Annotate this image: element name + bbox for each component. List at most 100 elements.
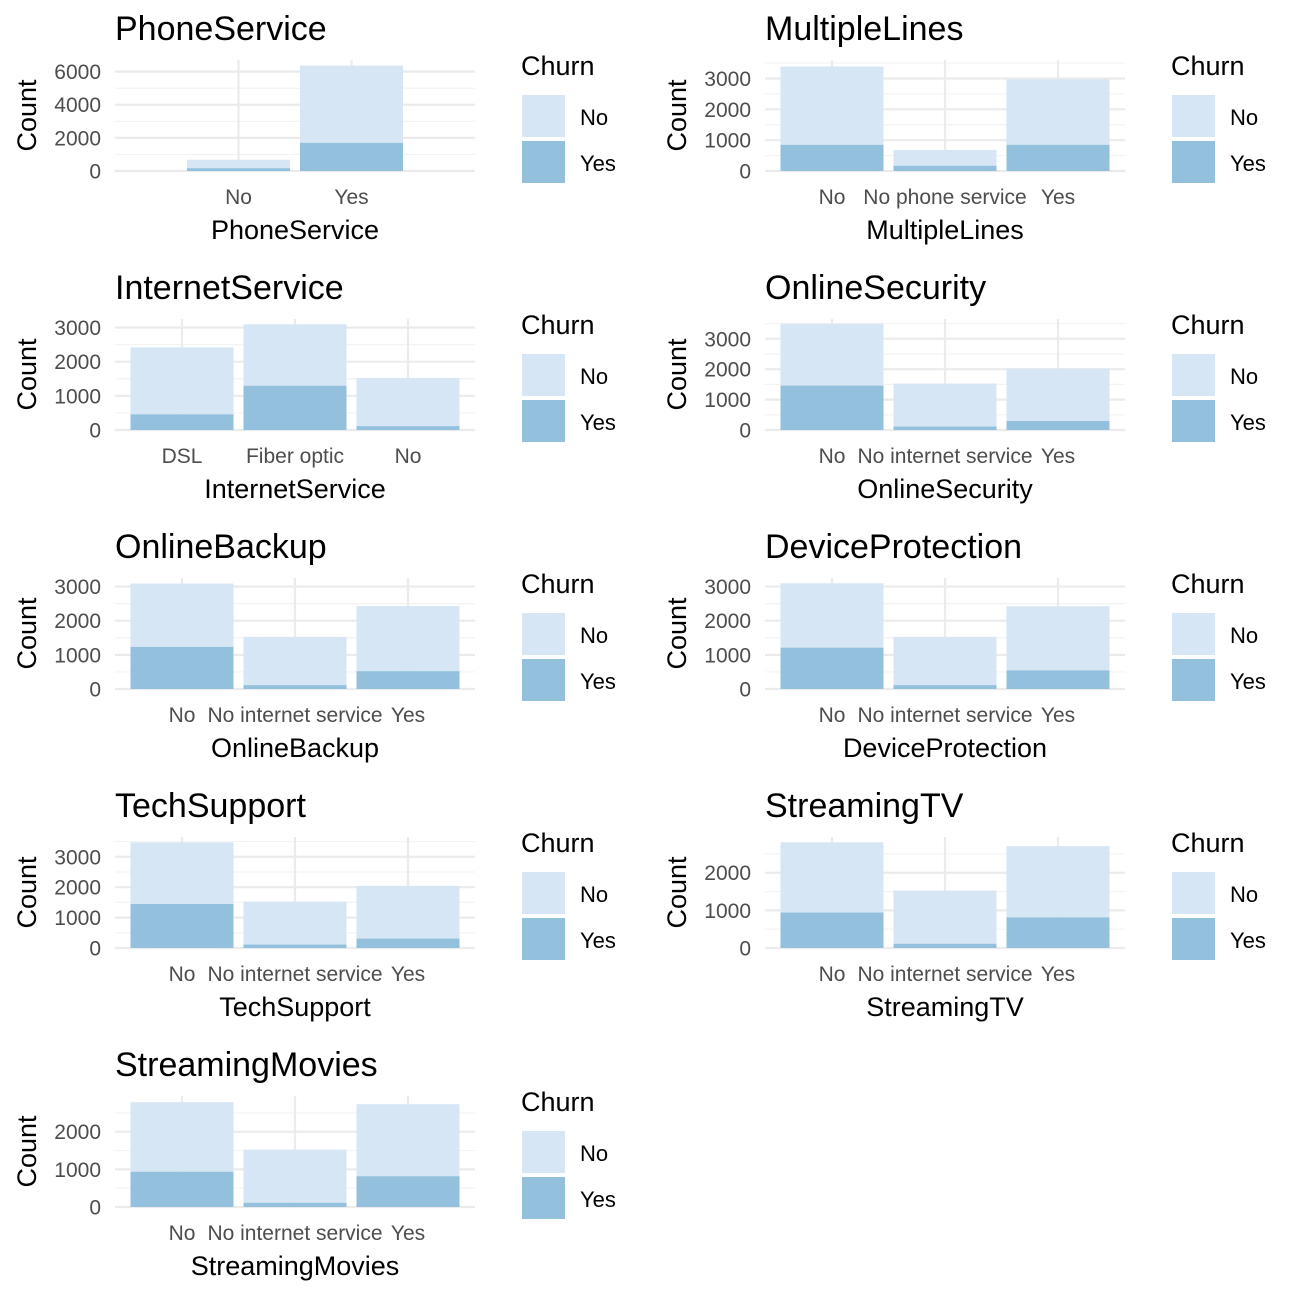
bar-churn-no xyxy=(187,159,290,169)
x-tick-label: No xyxy=(819,186,846,209)
y-tick-label: 1000 xyxy=(54,1159,101,1182)
y-tick-label: 2000 xyxy=(704,862,751,885)
legend: Churn No Yes xyxy=(521,1087,616,1219)
bar-churn-yes xyxy=(356,938,460,948)
x-tick-label: No phone service xyxy=(863,186,1026,209)
legend-swatch-no xyxy=(1172,354,1215,396)
y-axis-title: Count xyxy=(12,1115,42,1188)
bar-churn-no xyxy=(1006,79,1110,145)
y-tick-label: 0 xyxy=(739,161,751,184)
x-axis-title: PhoneService xyxy=(211,215,379,245)
panel-techsupport: 0 1000 2000 3000 No No internet service Yes Tec… xyxy=(12,787,616,1022)
x-tick-label: No internet service xyxy=(857,963,1032,986)
x-axis-title: StreamingMovies xyxy=(191,1251,400,1281)
x-tick-label: No internet service xyxy=(207,1222,382,1245)
legend-title: Churn xyxy=(1171,569,1245,599)
bar-churn-no xyxy=(130,583,234,647)
legend-label-yes: Yes xyxy=(1230,151,1266,176)
legend-label-yes: Yes xyxy=(580,1187,616,1212)
y-tick-label: 3000 xyxy=(54,576,101,599)
bar-churn-no xyxy=(1006,368,1110,422)
y-tick-label: 2000 xyxy=(54,877,101,900)
bar-churn-no xyxy=(356,377,460,427)
y-tick-label: 0 xyxy=(89,420,101,443)
bar-churn-no xyxy=(356,606,460,672)
x-tick-label: Yes xyxy=(1041,445,1075,468)
y-tick-label: 0 xyxy=(89,938,101,961)
y-axis-title: Count xyxy=(662,597,692,670)
y-tick-label: 0 xyxy=(89,679,101,702)
y-tick-label: 3000 xyxy=(704,68,751,91)
bar-churn-yes xyxy=(300,142,403,171)
legend-swatch-no xyxy=(522,354,565,396)
bar-churn-no xyxy=(356,1104,460,1177)
y-tick-label: 4000 xyxy=(54,94,101,117)
bar-churn-no xyxy=(1006,846,1110,918)
panel-internetservice: 0 1000 2000 3000 DSL Fiber optic No InternetSer… xyxy=(12,269,616,504)
x-tick-label: Yes xyxy=(391,1222,425,1245)
x-axis-title: DeviceProtection xyxy=(843,733,1047,763)
bar-churn-yes xyxy=(780,144,884,171)
bar-churn-no xyxy=(356,885,460,939)
panel-title: OnlineSecurity xyxy=(765,269,986,307)
panel-onlinebackup: 0 1000 2000 3000 No No internet service Yes Onl… xyxy=(12,528,616,763)
y-tick-label: 1000 xyxy=(704,130,751,153)
panel-onlinesecurity: 0 1000 2000 3000 No No internet service Yes Onl… xyxy=(662,269,1266,504)
y-axis-title: Count xyxy=(12,79,42,152)
bar-churn-yes xyxy=(243,685,347,689)
legend-label-no: No xyxy=(1230,882,1258,907)
legend-label-no: No xyxy=(580,105,608,130)
bar-churn-no xyxy=(780,583,884,648)
legend: Churn No Yes xyxy=(1171,569,1266,701)
legend-label-yes: Yes xyxy=(580,669,616,694)
bar-churn-no xyxy=(243,636,347,686)
y-axis-title: Count xyxy=(662,856,692,929)
y-tick-label: 3000 xyxy=(54,846,101,869)
y-axis-title: Count xyxy=(662,338,692,411)
x-tick-label: No xyxy=(169,1222,196,1245)
bar-churn-yes xyxy=(1006,670,1110,689)
legend-title: Churn xyxy=(1171,51,1245,81)
y-axis-title: Count xyxy=(12,597,42,670)
legend-label-yes: Yes xyxy=(1230,410,1266,435)
y-tick-label: 6000 xyxy=(54,61,101,84)
legend: Churn No Yes xyxy=(1171,51,1266,183)
legend-label-no: No xyxy=(580,882,608,907)
panel-streamingmovies: 0 1000 2000 No No internet service Yes Streami… xyxy=(12,1046,616,1281)
bar-churn-no xyxy=(780,842,884,913)
bar-churn-no xyxy=(243,1149,347,1203)
panel-title: DeviceProtection xyxy=(765,528,1022,566)
legend: Churn No Yes xyxy=(521,51,616,183)
bar-churn-yes xyxy=(130,904,234,948)
legend-swatch-no xyxy=(522,613,565,655)
legend-swatch-no xyxy=(1172,613,1215,655)
x-tick-label: No internet service xyxy=(207,963,382,986)
y-tick-label: 3000 xyxy=(704,576,751,599)
bar-churn-yes xyxy=(130,1171,234,1207)
bar-churn-yes xyxy=(356,671,460,689)
bar-churn-yes xyxy=(243,944,347,948)
y-tick-label: 0 xyxy=(89,161,101,184)
x-tick-label: Fiber optic xyxy=(246,445,344,468)
legend-swatch-yes xyxy=(522,400,565,442)
legend-swatch-no xyxy=(1172,95,1215,137)
y-tick-label: 0 xyxy=(739,420,751,443)
bar-churn-no xyxy=(893,383,997,427)
x-tick-label: Yes xyxy=(1041,704,1075,727)
panel-title: StreamingMovies xyxy=(115,1046,378,1084)
x-axis-title: OnlineBackup xyxy=(211,733,379,763)
bar-churn-no xyxy=(130,842,234,905)
legend-label-yes: Yes xyxy=(580,410,616,435)
bar-churn-yes xyxy=(243,385,347,430)
legend-label-no: No xyxy=(580,1141,608,1166)
legend-title: Churn xyxy=(521,828,595,858)
x-tick-label: No xyxy=(169,704,196,727)
panel-title: InternetService xyxy=(115,269,344,307)
legend: Churn No Yes xyxy=(521,569,616,701)
legend-swatch-no xyxy=(1172,872,1215,914)
bar-churn-yes xyxy=(356,426,460,430)
bar-churn-yes xyxy=(356,1176,460,1207)
y-tick-label: 2000 xyxy=(704,359,751,382)
legend-swatch-yes xyxy=(522,918,565,960)
x-tick-label: No internet service xyxy=(857,704,1032,727)
